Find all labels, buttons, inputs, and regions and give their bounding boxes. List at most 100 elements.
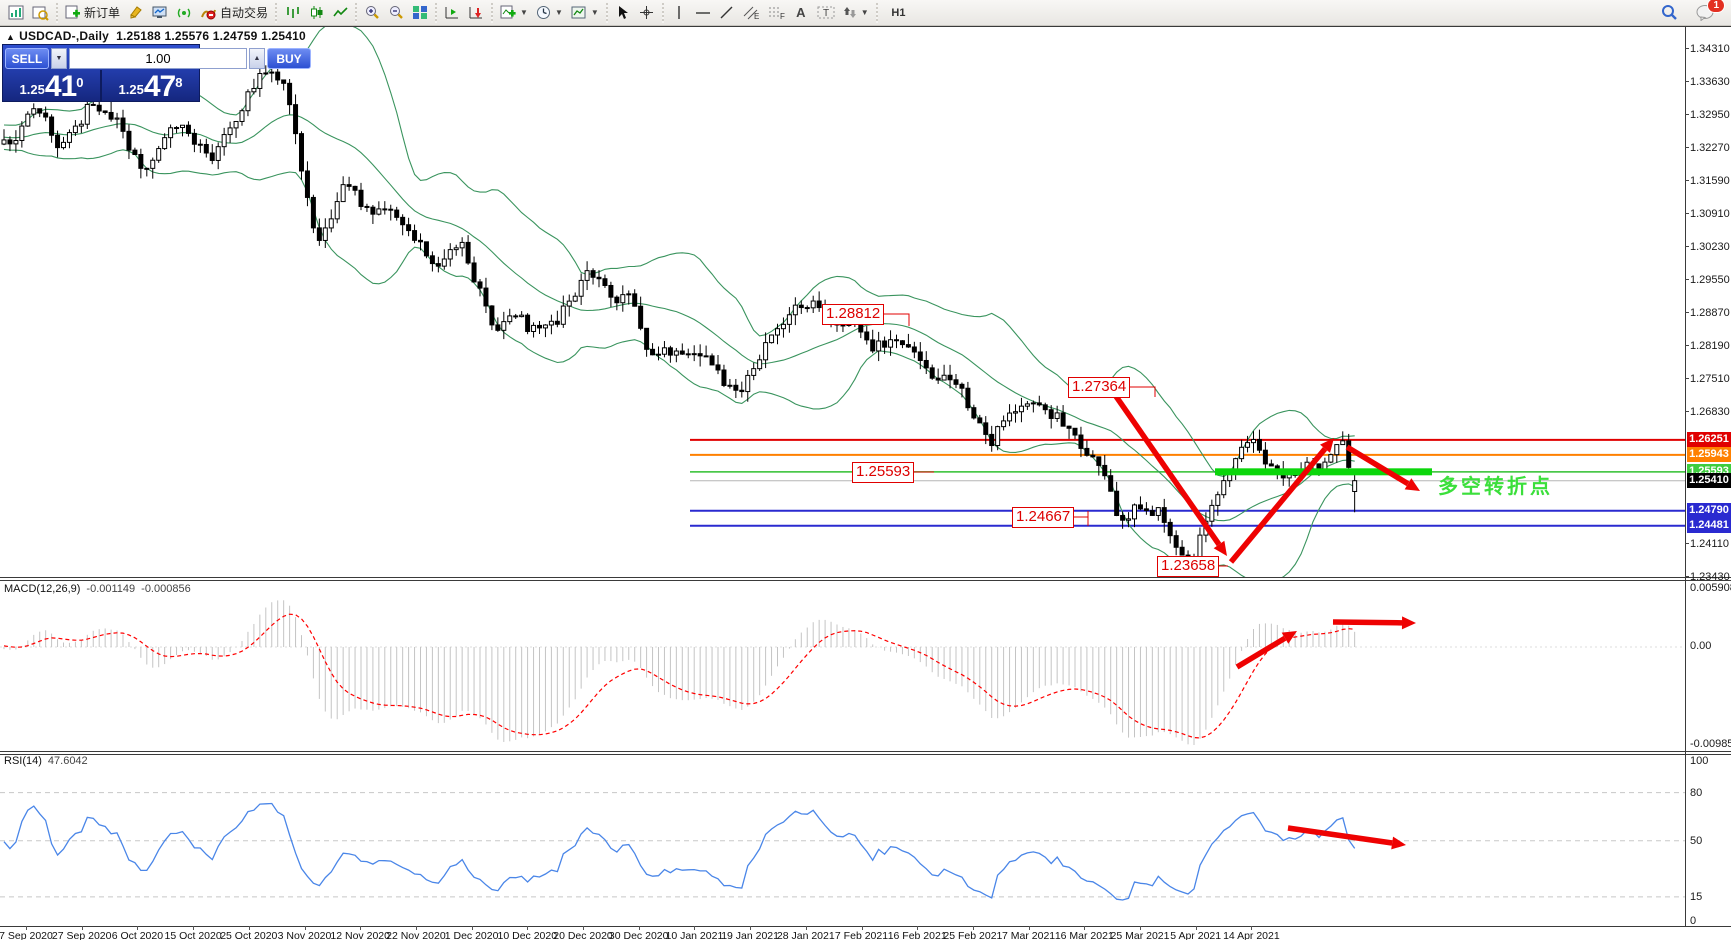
templates-button[interactable]: ▼ — [567, 2, 603, 24]
text-button[interactable]: A — [789, 2, 813, 24]
support-zone-bar[interactable] — [1215, 468, 1432, 476]
candle-body — [1173, 535, 1179, 548]
equidistant-channel-button[interactable]: E — [739, 2, 764, 24]
horizontal-line-button[interactable] — [691, 2, 715, 24]
candle-body — [1036, 402, 1042, 406]
search-button[interactable] — [1656, 2, 1682, 24]
candle-body — [667, 347, 673, 356]
bid-price[interactable]: 1.25 41 0 — [3, 70, 102, 102]
ask-price[interactable]: 1.25 47 8 — [102, 70, 199, 102]
candlestick-chart-icon — [309, 5, 324, 20]
candle-body — [304, 170, 310, 198]
price-tick-mark — [1685, 411, 1689, 413]
chart-window-button[interactable] — [4, 2, 28, 24]
vertical-line-button[interactable] — [667, 2, 691, 24]
trendline-button[interactable] — [715, 2, 739, 24]
tile-windows-button[interactable] — [408, 2, 432, 24]
chart-shift-button[interactable] — [440, 2, 464, 24]
candle-body — [418, 239, 423, 243]
date-label: 27 Sep 2020 — [51, 930, 112, 940]
trend-arrow[interactable] — [1235, 631, 1297, 670]
date-label: 16 Mar 2021 — [1054, 930, 1114, 940]
rsi-value: 47.6042 — [47, 755, 88, 767]
crosshair-button[interactable] — [635, 2, 659, 24]
rsi-scale-label: 50 — [1690, 834, 1703, 847]
candle-body — [542, 324, 548, 329]
trend-arrow[interactable] — [1228, 438, 1334, 564]
date-tick-mark — [1195, 926, 1197, 930]
annotation-text[interactable]: 多空转折点 — [1438, 476, 1553, 498]
periods-button[interactable]: ▼ — [532, 2, 567, 24]
cursor-button[interactable] — [611, 2, 635, 24]
terminal-icon — [152, 5, 168, 20]
panel-splitter[interactable] — [0, 577, 1731, 578]
date-label: 19 Jan 2021 — [721, 930, 779, 940]
quote-prices-row: 1.25 41 0 1.25 47 8 — [3, 70, 199, 102]
zoom-out-button[interactable] — [384, 2, 408, 24]
candle-body — [197, 143, 203, 146]
auto-trading-button[interactable]: 自动交易 — [196, 2, 272, 24]
bar-chart-button[interactable] — [280, 2, 304, 24]
price-callout-label[interactable]: 1.23658 — [1157, 556, 1220, 577]
line-chart-button[interactable] — [328, 2, 352, 24]
highlighter-button[interactable] — [124, 2, 148, 24]
sell-button[interactable]: SELL — [5, 48, 49, 69]
auto-scroll-icon — [468, 5, 484, 20]
date-label: 25 Mar 2021 — [1110, 930, 1170, 940]
market-watch-button[interactable] — [28, 2, 53, 24]
candle-body — [1239, 446, 1245, 460]
candle-body — [489, 305, 495, 326]
indicators-button[interactable]: ▼ — [496, 2, 532, 24]
price-scale-separator — [1685, 26, 1686, 926]
date-label: 7 Mar 2021 — [1002, 930, 1056, 940]
price-tick-mark — [1685, 312, 1689, 314]
shapes-button[interactable]: ▼ — [839, 2, 873, 24]
trend-arrow[interactable] — [1332, 616, 1416, 630]
fibonacci-button[interactable]: F — [764, 2, 789, 24]
volume-input[interactable] — [69, 48, 247, 69]
trend-arrow-shaft — [1235, 635, 1287, 670]
text-label-button[interactable]: T — [813, 2, 839, 24]
candle-body — [340, 184, 346, 203]
main-toolbar: 新订单 自动交易 ▼ ▼ ▼ E F A T ▼ — [0, 0, 1731, 107]
candlestick-chart-button[interactable] — [304, 2, 328, 24]
trend-arrow[interactable] — [1345, 444, 1420, 491]
candlesticks — [1, 65, 1358, 571]
price-tick-mark — [1685, 543, 1689, 545]
macd-scale-zero: 0.00 — [1690, 640, 1712, 652]
zoom-in-button[interactable] — [360, 2, 384, 24]
trend-arrow-head — [1213, 540, 1227, 556]
trend-arrow[interactable] — [1110, 390, 1227, 556]
macd-label: MACD(12,26,9) -0.001149 -0.000856 — [4, 583, 191, 595]
candle-body — [917, 351, 923, 361]
candle-body — [1066, 425, 1072, 429]
candle-body — [1042, 404, 1048, 411]
price-callout-label[interactable]: 1.28812 — [822, 304, 885, 325]
candle-body — [1054, 412, 1060, 419]
notifications-button[interactable]: 1 — [1692, 0, 1725, 24]
timeframe-button-h1[interactable]: H1 — [891, 6, 906, 19]
trend-arrow[interactable] — [1287, 825, 1406, 850]
new-order-button[interactable]: 新订单 — [61, 2, 124, 24]
panel-splitter[interactable] — [0, 580, 1731, 581]
macd-signal-line — [3, 613, 1355, 739]
highlighter-icon — [128, 5, 144, 20]
price-callout-label[interactable]: 1.27364 — [1068, 377, 1131, 398]
auto-scroll-button[interactable] — [464, 2, 488, 24]
date-label: 7 Feb 2021 — [834, 930, 889, 940]
candle-body — [1013, 411, 1018, 414]
signals-button[interactable] — [172, 2, 196, 24]
buy-button[interactable]: BUY — [267, 48, 311, 69]
panel-splitter[interactable] — [0, 754, 1731, 755]
price-tick-mark — [1685, 81, 1689, 83]
price-callout-label[interactable]: 1.25593 — [852, 462, 915, 483]
terminal-button[interactable] — [148, 2, 172, 24]
candle-body — [578, 279, 584, 297]
candle-body — [96, 104, 102, 112]
volume-increase-button[interactable]: ▲ — [249, 48, 265, 69]
panel-splitter[interactable] — [0, 751, 1731, 752]
volume-decrease-button[interactable]: ▼ — [51, 48, 67, 69]
new-order-icon — [65, 5, 81, 20]
price-callout-label[interactable]: 1.24667 — [1012, 507, 1075, 528]
candle-body — [1078, 434, 1084, 449]
